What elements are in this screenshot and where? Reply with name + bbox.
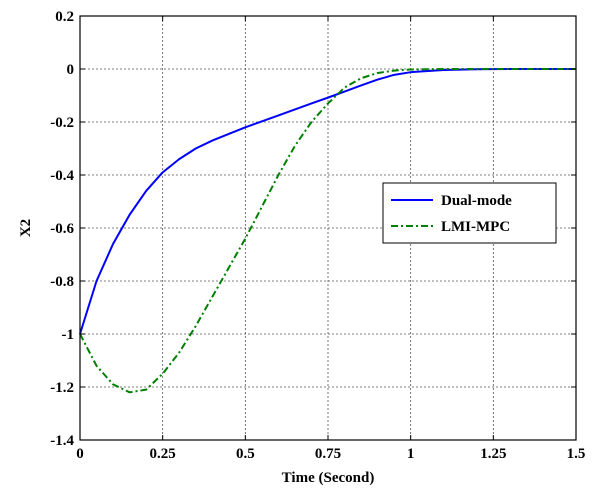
y-tick-label: -1.4 <box>50 433 74 449</box>
series-layer <box>79 68 576 394</box>
tick-labels: 0 0.25 0.5 0.75 1 1.25 1.5 -1.4 -1.2 -1 -0.8 -0.6 -0… <box>50 9 585 462</box>
x-tick-label: 1.5 <box>567 446 586 462</box>
ticks <box>79 15 577 441</box>
x-axis-title: Time (Second) <box>282 470 375 486</box>
series-line-lmi-mpc <box>79 68 576 394</box>
y-tick-label: 0 <box>67 62 75 78</box>
x-tick-label: 1 <box>407 446 415 462</box>
x-tick-label: 0.25 <box>150 446 176 462</box>
x-tick-label: 1.25 <box>480 446 506 462</box>
y-axis-title: X2 <box>18 219 34 237</box>
legend-box <box>382 182 557 244</box>
y-tick-label: -1 <box>62 327 75 343</box>
legend-label-dual-mode: Dual-mode <box>441 193 512 209</box>
y-tick-label: -0.6 <box>50 221 74 237</box>
y-tick-label: -0.4 <box>50 168 74 184</box>
y-tick-label: -0.8 <box>50 274 74 290</box>
x-tick-label: 0.5 <box>236 446 255 462</box>
x-tick-label: 0 <box>76 446 84 462</box>
legend-label-lmi-mpc: LMI-MPC <box>441 219 510 235</box>
x-tick-label: 0.75 <box>315 446 341 462</box>
legend: Dual-mode LMI-MPC <box>382 182 557 244</box>
y-tick-label: -0.2 <box>50 115 74 131</box>
y-tick-label: -1.2 <box>50 380 74 396</box>
y-tick-label: 0.2 <box>55 9 74 25</box>
